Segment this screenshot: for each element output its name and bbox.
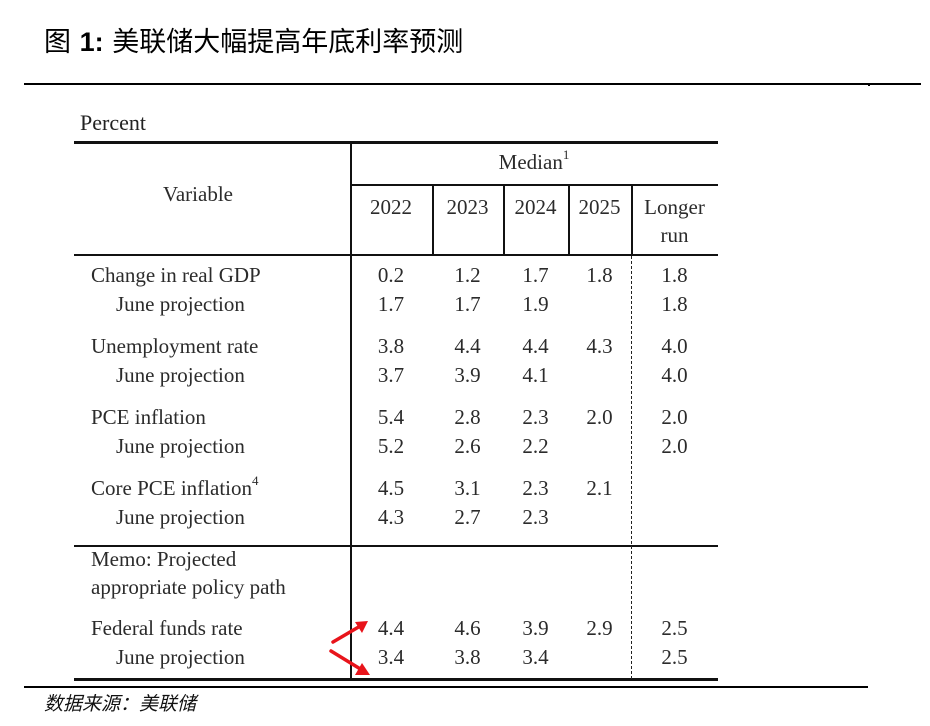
table-cell: 3.8 — [377, 334, 405, 358]
row-footnote: 4 — [252, 473, 259, 488]
figure-title-text: 美联储大幅提高年底利率预测 — [112, 27, 464, 58]
col-header-2024: 2024 — [514, 195, 557, 219]
row-label: June projection — [116, 645, 245, 670]
table-cell: 1.8 — [661, 292, 688, 316]
row-label-text: June projection — [116, 645, 245, 669]
figure-number-prefix: 图 — [44, 27, 80, 58]
table-cell: 4.1 — [522, 363, 549, 387]
table-cell: 2.5 — [661, 616, 688, 640]
table-cell: 3.9 — [522, 616, 549, 640]
table-cell: 3.9 — [454, 363, 481, 387]
col-header-2022: 2022 — [370, 195, 412, 219]
table-bottom-rule — [74, 678, 718, 681]
table-cell: 4.6 — [454, 616, 481, 640]
rule-tick — [868, 83, 870, 86]
row-label: June projection — [116, 434, 245, 459]
table-cell: 2.0 — [586, 405, 613, 429]
row-label: June projection — [116, 505, 245, 530]
row-label-text: June projection — [116, 363, 245, 387]
table-cell: 2.0 — [661, 434, 688, 458]
table-cell: 3.1 — [454, 476, 481, 500]
header-bottom-rule — [74, 254, 718, 256]
median-label: Median — [498, 150, 563, 174]
title-rule — [24, 83, 921, 85]
red-arrow-up-icon — [331, 621, 368, 644]
table-cell: 1.7 — [377, 292, 405, 316]
variable-divider — [350, 143, 352, 679]
table-cell: 4.4 — [377, 616, 405, 640]
source-rule — [24, 686, 868, 688]
table-cell: 4.4 — [522, 334, 549, 358]
row-label: Unemployment rate — [91, 334, 258, 359]
col-header-2023: 2023 — [446, 195, 489, 219]
table-cell: 4.3 — [377, 505, 405, 529]
table-cell: 2.1 — [586, 476, 613, 500]
row-label: June projection — [116, 363, 245, 388]
table-cell: 1.8 — [586, 263, 613, 287]
table-cell: 1.8 — [661, 263, 688, 287]
row-label-text: June projection — [116, 292, 245, 316]
row-label-text: June projection — [116, 434, 245, 458]
memo-rule — [74, 545, 718, 547]
row-label-text: Core PCE inflation — [91, 476, 252, 500]
col-divider-2023 — [432, 185, 434, 255]
row-label: Core PCE inflation4 — [91, 473, 259, 501]
table-cell: 0.2 — [377, 263, 405, 287]
row-label-text: PCE inflation — [91, 405, 206, 429]
memo-line-1: Memo: Projected — [91, 547, 237, 571]
median-rule — [350, 184, 718, 186]
table-cell: 5.2 — [377, 434, 405, 458]
red-arrow-down-icon — [329, 649, 370, 675]
figure-number: 1: — [79, 27, 104, 57]
memo-line-2: appropriate policy path — [91, 575, 286, 599]
table-cell: 4.0 — [661, 363, 688, 387]
data-source: 数据来源：美联储 — [44, 693, 197, 715]
col-divider-2024 — [503, 185, 505, 255]
table-cell: 2.6 — [454, 434, 481, 458]
table-cell: 3.4 — [522, 645, 549, 669]
row-label: June projection — [116, 292, 245, 317]
unit-label: Percent — [80, 110, 146, 135]
table-cell: 4.5 — [377, 476, 405, 500]
median-footnote: 1 — [562, 147, 570, 162]
table-cell: 2.7 — [454, 505, 481, 529]
row-label: PCE inflation — [91, 405, 206, 430]
table-cell: 3.4 — [377, 645, 405, 669]
median-header: Median1 — [350, 147, 718, 175]
table-cell: 1.7 — [454, 292, 481, 316]
table-cell: 2.5 — [661, 645, 688, 669]
table-cell: 2.8 — [454, 405, 481, 429]
col-header-longer: Longer — [644, 195, 705, 219]
table-cell: 5.4 — [377, 405, 405, 429]
figure-title: 图 1: 美联储大幅提高年底利率预测 — [44, 20, 463, 59]
row-label: Federal funds rate — [91, 616, 243, 641]
row-label-text: June projection — [116, 505, 245, 529]
row-label: Change in real GDP — [91, 263, 261, 288]
table-top-rule — [74, 141, 718, 144]
table-cell: 4.3 — [586, 334, 613, 358]
row-label-text: Unemployment rate — [91, 334, 259, 358]
row-label-text: Federal funds rate — [91, 616, 243, 640]
table-cell: 4.0 — [661, 334, 688, 358]
table-cell: 3.8 — [454, 645, 481, 669]
row-label-text: Change in real GDP — [91, 263, 261, 287]
table-cell: 2.3 — [522, 405, 549, 429]
col-divider-longer-run — [631, 185, 633, 255]
table-cell: 2.3 — [522, 505, 549, 529]
table-cell: 3.7 — [377, 363, 405, 387]
table-cell: 2.9 — [586, 616, 613, 640]
table-cell: 1.2 — [454, 263, 481, 287]
table-cell: 2.2 — [522, 434, 549, 458]
table-cell: 1.7 — [522, 263, 549, 287]
variable-header: Variable — [163, 182, 233, 206]
col-header-run: run — [660, 223, 689, 247]
table-cell: 2.0 — [661, 405, 688, 429]
table-cell: 1.9 — [522, 292, 549, 316]
longer-run-dashed-divider — [631, 256, 632, 679]
col-header-2025: 2025 — [578, 195, 621, 219]
table-cell: 4.4 — [454, 334, 481, 358]
col-divider-2025 — [568, 185, 570, 255]
table-cell: 2.3 — [522, 476, 549, 500]
